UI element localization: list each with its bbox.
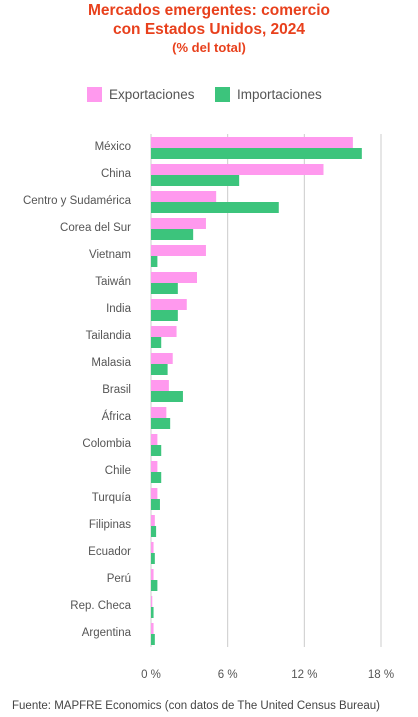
category-label: Chile [105, 465, 131, 477]
category-label: Corea del Sur [60, 222, 131, 234]
bar-exportaciones [151, 515, 155, 526]
bar-importaciones [151, 364, 168, 375]
bar-exportaciones [151, 461, 158, 472]
bar-exportaciones [151, 569, 154, 580]
category-label: Vietnam [89, 249, 131, 261]
bar-exportaciones [151, 272, 197, 283]
bar-importaciones [151, 229, 194, 240]
bar-importaciones [151, 310, 178, 321]
bar-chart: México China Centro y Sudamérica Corea del … [23, 134, 394, 680]
category-label: China [101, 168, 132, 180]
legend-label-importaciones: Importaciones [237, 87, 322, 102]
category-label: Rep. Checa [70, 600, 131, 612]
bar-importaciones [151, 148, 362, 159]
bar-exportaciones [151, 596, 153, 607]
bar-exportaciones [151, 542, 154, 553]
bars [151, 137, 362, 645]
category-label: Brasil [102, 384, 131, 396]
bar-importaciones [151, 175, 240, 186]
category-label: Turquía [92, 492, 132, 504]
bar-importaciones [151, 391, 183, 402]
category-label: Perú [107, 573, 131, 585]
bar-importaciones [151, 607, 154, 618]
bar-importaciones [151, 580, 158, 591]
bar-exportaciones [151, 407, 167, 418]
bar-importaciones [151, 634, 155, 645]
bar-exportaciones [151, 164, 324, 175]
bar-importaciones [151, 472, 162, 483]
chart-title-line2: con Estados Unidos, 2024 [112, 21, 306, 38]
chart-title-line1: Mercados emergentes: comercio [87, 2, 331, 19]
legend-swatch-importaciones [215, 87, 230, 102]
bar-importaciones [151, 526, 157, 537]
category-label: Argentina [82, 627, 132, 639]
bar-exportaciones [151, 623, 154, 634]
category-label: Malasia [91, 357, 131, 369]
chart-unit-label: (% del total) [172, 40, 246, 55]
legend-swatch-exportaciones [87, 87, 102, 102]
category-label: Ecuador [88, 546, 131, 558]
bar-exportaciones [151, 245, 206, 256]
bar-exportaciones [151, 191, 217, 202]
x-tick-label: 12 % [291, 669, 317, 680]
x-tick-label: 0 % [141, 669, 161, 680]
bar-exportaciones [151, 434, 158, 445]
category-label: Centro y Sudamérica [23, 195, 132, 207]
category-labels: México China Centro y Sudamérica Corea del … [23, 141, 132, 639]
bar-importaciones [151, 337, 162, 348]
category-label: Filipinas [89, 519, 131, 531]
category-label: India [106, 303, 132, 315]
bar-exportaciones [151, 488, 158, 499]
category-label: Colombia [82, 438, 131, 450]
x-tick-label: 6 % [218, 669, 238, 680]
bar-importaciones [151, 256, 158, 267]
x-tick-label: 18 % [368, 669, 394, 680]
legend: Exportaciones Importaciones [0, 86, 418, 104]
legend-label-exportaciones: Exportaciones [109, 87, 195, 102]
category-label: México [95, 141, 131, 153]
category-label: África [102, 410, 132, 423]
bar-exportaciones [151, 137, 353, 148]
bar-importaciones [151, 499, 160, 510]
bar-importaciones [151, 283, 178, 294]
bar-importaciones [151, 202, 279, 213]
bar-exportaciones [151, 380, 169, 391]
bar-importaciones [151, 445, 162, 456]
category-label: Taiwán [95, 276, 131, 288]
category-label: Tailandia [86, 330, 132, 342]
source-note: Fuente: MAPFRE Economics (con datos de T… [12, 700, 380, 712]
bar-exportaciones [151, 299, 187, 310]
bar-exportaciones [151, 326, 177, 337]
x-axis-ticks: 0 % 6 % 12 % 18 % [141, 669, 394, 680]
bar-importaciones [151, 553, 155, 564]
bar-exportaciones [151, 218, 206, 229]
bar-importaciones [151, 418, 171, 429]
bar-exportaciones [151, 353, 173, 364]
